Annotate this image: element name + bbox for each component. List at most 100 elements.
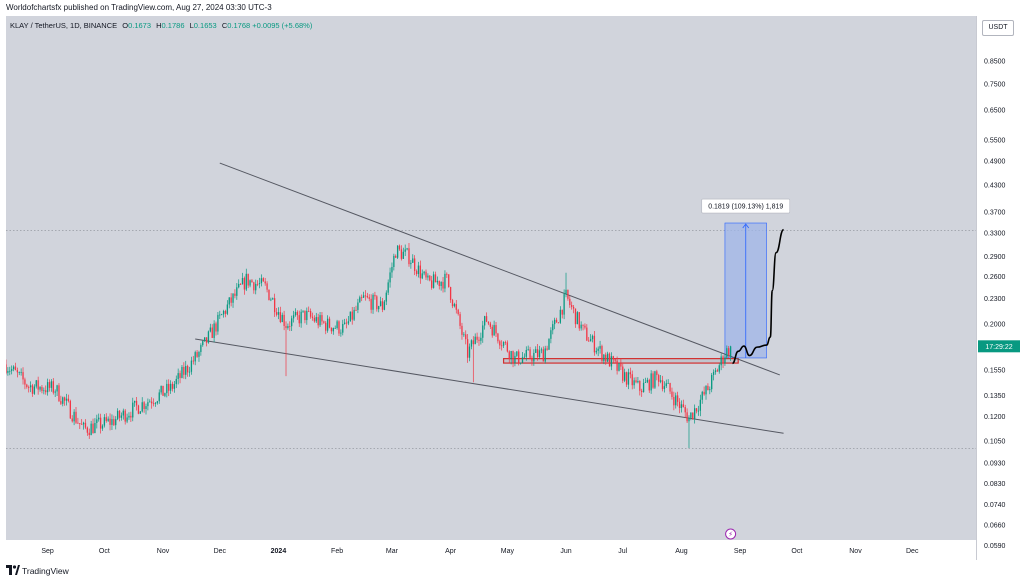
candle-body	[103, 417, 106, 426]
candle-body	[139, 411, 141, 414]
candle-body	[554, 319, 556, 325]
candle-body	[574, 308, 577, 325]
candle-body	[86, 427, 89, 433]
candle-body	[171, 383, 174, 389]
candle-body	[682, 404, 684, 408]
candle-body	[372, 294, 374, 310]
candle-body	[149, 401, 151, 403]
time-tick-label: Aug	[675, 548, 688, 555]
price-tick-label: 0.1050	[984, 438, 1006, 445]
current-price-badge	[978, 340, 1020, 353]
candle-body	[714, 370, 717, 373]
candle-body	[84, 422, 87, 428]
candle-body	[181, 366, 183, 378]
time-axis[interactable]: Sep Oct Nov Dec 2024 Feb Mar Apr May Jun Jul Aug Sep…	[6, 540, 976, 560]
candle-body	[304, 310, 306, 321]
candle-body	[728, 348, 730, 355]
time-tick-label: Mar	[386, 548, 399, 555]
time-tick-label: Dec	[214, 548, 227, 555]
candle-body	[527, 349, 529, 351]
measure-label-box	[701, 198, 791, 214]
candle-body	[459, 314, 461, 326]
candle-body	[120, 415, 123, 418]
candle-body	[491, 326, 493, 336]
price-tick-label: 0.2300	[984, 296, 1006, 303]
candle-body	[116, 410, 119, 420]
candle-body	[313, 317, 316, 322]
candle-body	[557, 322, 560, 324]
candle-body	[81, 423, 83, 425]
candle-body	[593, 335, 596, 353]
candle-body	[546, 348, 548, 350]
lower-trendline	[195, 338, 784, 434]
candle-body	[273, 298, 276, 313]
time-tick-label: 2024	[271, 548, 287, 555]
candle-body	[65, 398, 68, 401]
candle-body	[620, 363, 622, 367]
price-axis[interactable]: 1.00000.85000.75000.65000.55000.49000.43…	[976, 16, 1021, 560]
candle-body	[256, 283, 259, 285]
currency-button[interactable]: USDT	[982, 20, 1014, 36]
candle-body	[529, 349, 531, 358]
candle-body	[705, 385, 707, 395]
candle-body	[226, 304, 229, 314]
candle-body	[275, 312, 278, 315]
candle-body	[325, 322, 327, 331]
candle-body	[143, 402, 145, 410]
candle-body	[676, 395, 679, 402]
candle-body	[393, 255, 395, 267]
candle-body	[544, 348, 546, 362]
candle-body	[697, 410, 700, 412]
candle-body	[28, 387, 30, 388]
candle-body	[514, 355, 516, 364]
candle-body	[132, 402, 134, 418]
candle-body	[457, 309, 459, 315]
candle-body	[249, 280, 251, 286]
candle-body	[357, 302, 359, 310]
candle-body	[141, 402, 143, 412]
chart-area[interactable]: 0.1819 (109.13%) 1,819 ⚡	[6, 16, 976, 560]
candle-body	[9, 370, 11, 372]
time-tick-label: Jun	[560, 548, 571, 555]
candle-body	[96, 419, 98, 423]
candle-body	[408, 248, 410, 265]
price-chart[interactable]: 0.1819 (109.13%) 1,819 ⚡	[6, 16, 976, 560]
candle-body	[368, 297, 370, 299]
candle-body	[326, 318, 329, 331]
candle-body	[482, 325, 484, 338]
time-tick-label: Oct	[791, 548, 802, 555]
time-tick-label: Oct	[99, 548, 110, 555]
candle-body	[446, 273, 448, 275]
candle-body	[538, 350, 541, 358]
candle-body	[720, 356, 722, 366]
candle-body	[631, 374, 633, 386]
candle-body	[115, 419, 117, 426]
candle-body	[113, 419, 115, 426]
candle-body	[465, 334, 467, 340]
candle-body	[287, 326, 289, 329]
publish-header: Worldofchartsfx published on TradingView…	[0, 0, 1024, 16]
candle-body	[270, 299, 272, 301]
candle-body	[493, 325, 495, 336]
candle-body	[550, 330, 552, 339]
candle-body	[466, 339, 469, 358]
candle-body	[694, 408, 696, 419]
time-tick-label: May	[501, 548, 515, 555]
candle-body	[478, 339, 480, 341]
candle-body	[652, 373, 654, 388]
candle-body	[370, 298, 372, 310]
candle-body	[680, 404, 683, 408]
close-value: 0.1768	[227, 21, 251, 30]
candle-body	[559, 309, 562, 323]
candle-body	[483, 316, 486, 326]
high-value: 0.1786	[161, 21, 185, 30]
candle-body	[69, 401, 71, 419]
candle-body	[190, 360, 193, 372]
candle-body	[298, 315, 300, 324]
candle-body	[642, 382, 645, 393]
candle-body	[383, 301, 386, 310]
candle-body	[75, 411, 77, 423]
time-tick-label: Nov	[849, 548, 862, 555]
candle-body	[667, 383, 669, 384]
candle-body	[164, 393, 166, 396]
